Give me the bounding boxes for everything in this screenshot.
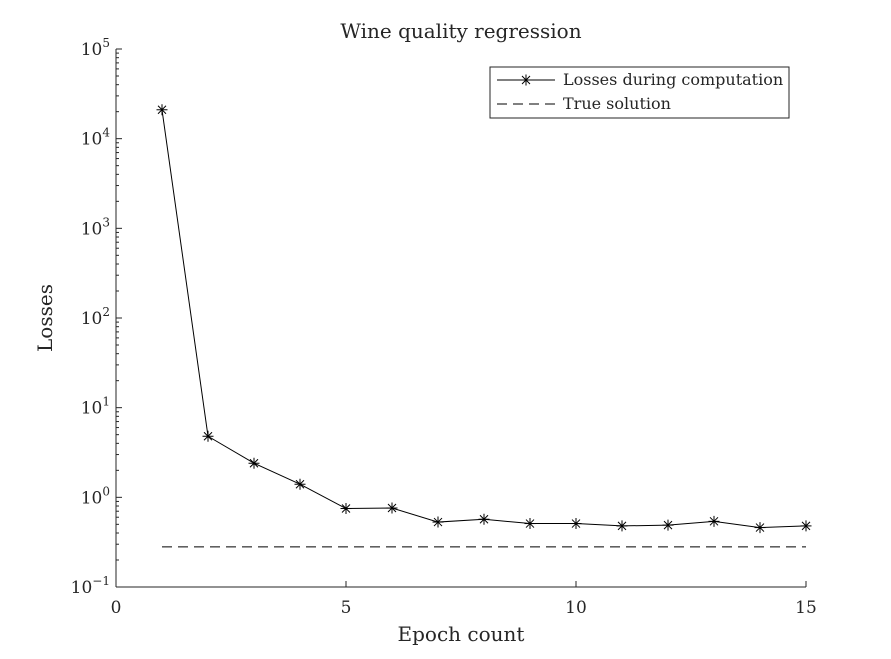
data-point-star xyxy=(432,516,444,528)
legend-box xyxy=(489,66,790,119)
data-point-star xyxy=(248,457,260,469)
data-point-star xyxy=(708,515,720,527)
y-ticks: 10−1 100 101 102 103 104 105 xyxy=(71,36,122,598)
y-tick-label: 104 xyxy=(81,126,111,150)
y-tick-label: 100 xyxy=(81,484,110,508)
legend-label-losses: Losses during computation xyxy=(563,70,783,89)
data-point-star xyxy=(524,518,536,530)
data-point-star xyxy=(754,522,766,534)
legend-star-icon xyxy=(520,74,532,86)
x-tick-label: 10 xyxy=(565,598,587,618)
y-axis-label: Losses xyxy=(33,284,57,352)
data-point-star xyxy=(202,430,214,442)
data-point-star xyxy=(294,478,306,490)
y-tick-label: 10−1 xyxy=(71,574,110,598)
legend-marker-losses xyxy=(520,74,532,86)
data-point-star xyxy=(340,503,352,515)
y-tick-label: 102 xyxy=(81,305,110,329)
chart-title: Wine quality regression xyxy=(340,19,581,43)
y-tick-label: 101 xyxy=(81,395,110,419)
data-point-star xyxy=(570,518,582,530)
data-point-star xyxy=(478,513,490,525)
legend-label-true-solution: True solution xyxy=(563,94,671,113)
data-point-star xyxy=(386,502,398,514)
x-axis-label: Epoch count xyxy=(398,622,525,646)
x-tick-label: 0 xyxy=(111,598,122,618)
x-tick-label: 5 xyxy=(341,598,352,618)
legend: Losses during computation True solution xyxy=(489,66,790,119)
x-ticks: 0 5 10 15 xyxy=(111,581,817,618)
y-tick-label: 105 xyxy=(81,36,110,60)
data-point-star xyxy=(800,520,812,532)
data-point-star xyxy=(156,104,168,116)
y-tick-label: 103 xyxy=(81,215,110,239)
data-point-star xyxy=(616,520,628,532)
data-point-star xyxy=(662,519,674,531)
x-tick-label: 15 xyxy=(795,598,817,618)
series-group xyxy=(156,104,812,548)
